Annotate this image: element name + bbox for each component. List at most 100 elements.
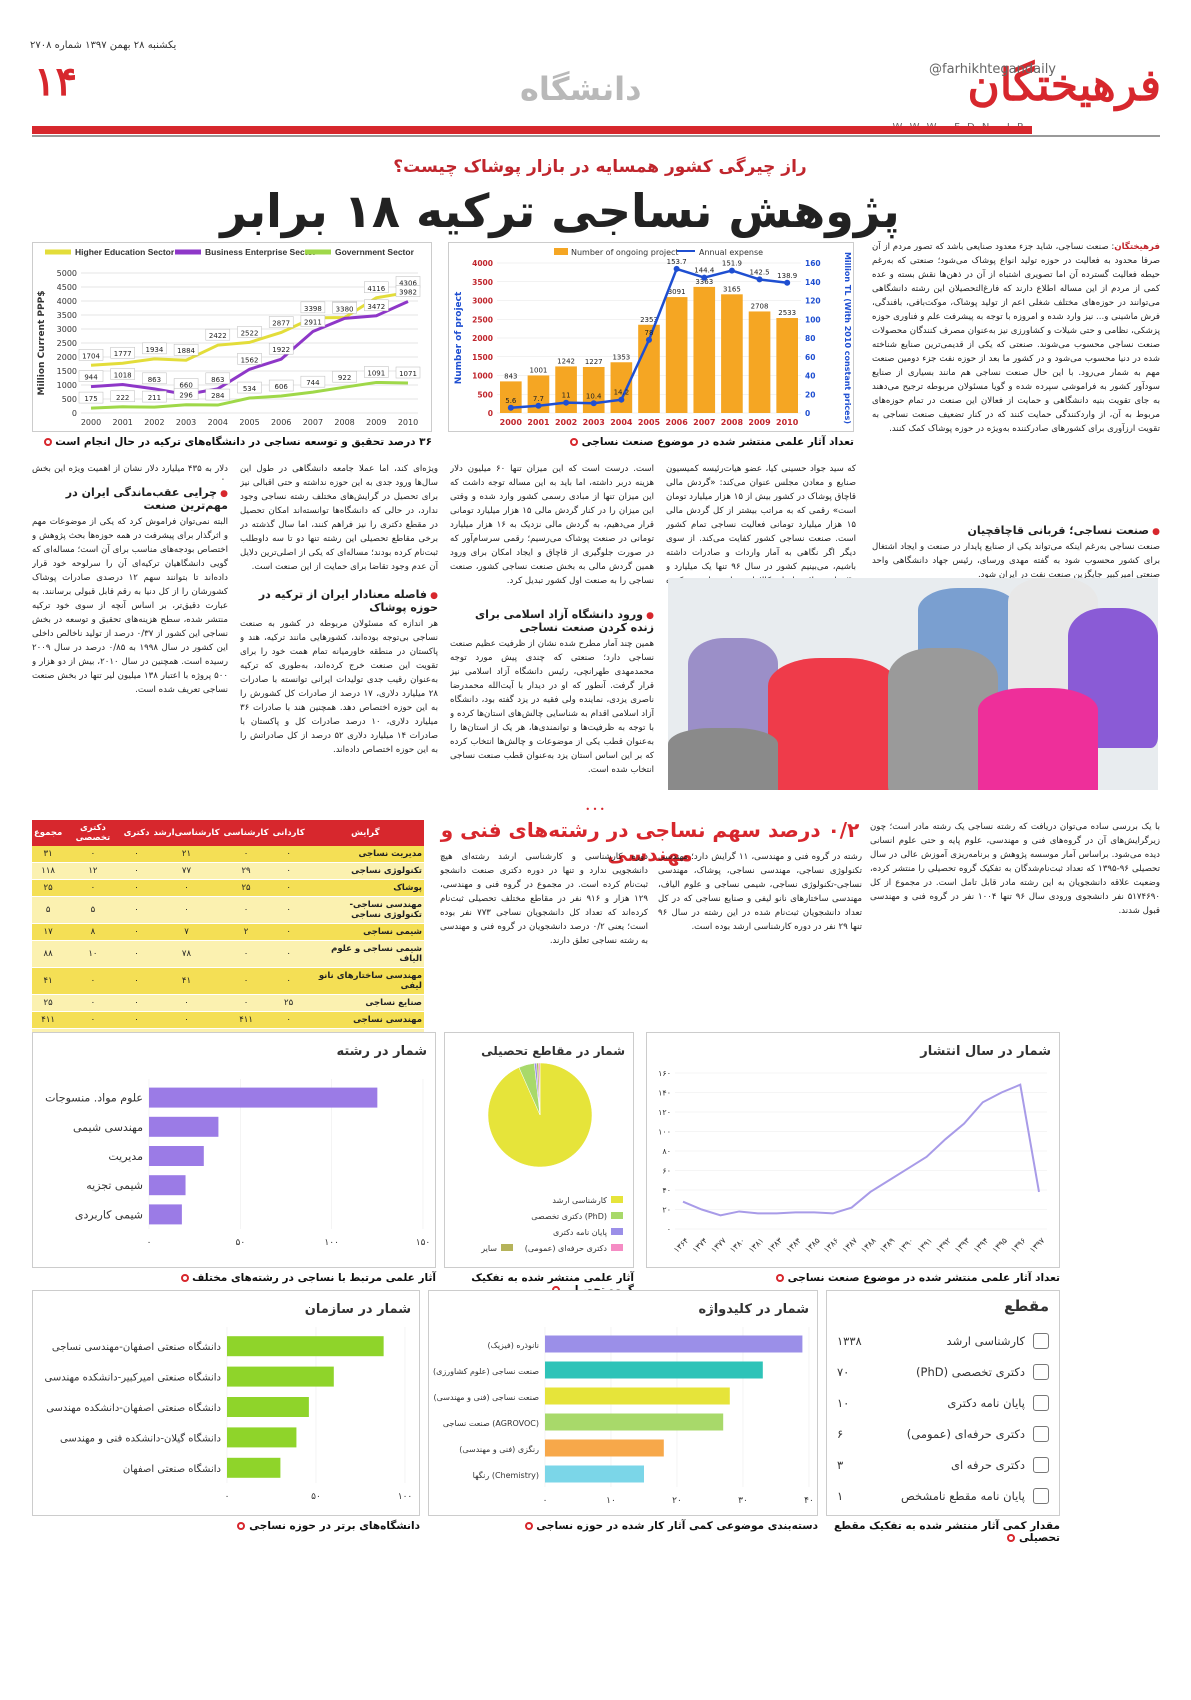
spool-dark [668,728,778,790]
table-row: مهندسی نساجی- تکنولوژی نساجی ۰ ۰ ۰ ۰ ۵ ۵ [32,896,424,924]
table-header-cell: گرایش [306,820,424,846]
table-cell: ۰ [270,879,307,897]
x-tick-label: 2005 [638,418,661,427]
data-label-box [173,388,199,400]
checkbox-icon[interactable] [1033,1425,1049,1442]
bullet-icon [1007,1534,1016,1542]
legend-item[interactable]: دکتری تخصصی (PhD) ۷۰ [837,1356,1049,1387]
y-tick-label: ۸۰ [662,1147,671,1156]
y-tick-label: 500 [62,395,77,404]
paragraph-10: با یک بررسی ساده می‌توان دریافت که رشته … [870,822,1160,916]
bullet-icon [180,1274,189,1282]
paragraph-8: دلار به ۴۳۵ میلیارد دلار نشان از اهمیت و… [32,464,228,480]
table-cell: ۱۲ [64,862,122,880]
data-label: 2422 [209,332,227,340]
expense-point [535,402,542,409]
data-label: 1704 [82,352,100,360]
bar [149,1175,186,1196]
table-row-label: شیمی نساجی [306,923,424,941]
data-label-box [268,342,294,355]
paragraph-2: صنعت نساجی به‌رغم اینکه می‌تواند یکی از … [872,542,1160,580]
x-tick-label: ۱۳۸۵ [803,1236,822,1255]
article-lead-column: فرهیختگان: صنعت نساجی، شاید جزء معدود صن… [872,242,1160,434]
table-cell: ۴۱ [151,967,222,995]
category-label: صنعت نساجی (علوم کشاورزی) [433,1367,539,1376]
table-cell: ۲۹ [221,862,271,880]
subhead-turkey-gap: فاصله معنادار ایران از ترکیه در حوزه پوش… [240,588,438,614]
table-cell: ۰ [270,896,307,924]
legend-box-title: مقطع [1004,1297,1049,1315]
x-tick-label: 2009 [366,418,386,427]
bar [545,1439,664,1457]
table-header-row: گرایش کاردانی کارشناسی کارشناسی‌ارشد دکتری دک… [32,820,424,846]
paragraph-4: است. درست است که این میزان تنها ۶۰ میلیو… [450,464,654,586]
article-column-4: است. درست است که این میزان تنها ۶۰ میلیو… [450,462,654,797]
bar [149,1204,182,1225]
table-cell: ۰ [221,967,271,995]
table-cell: ۰ [121,1011,152,1029]
x-tick-label: 2005 [239,418,259,427]
x-tick-label: ۱۳۹۲ [934,1236,953,1255]
caption-projects-chart: تعداد آثار علمی منتشر شده در موضوع صنعت … [448,436,854,448]
legend-label: پایان نامه دکتری [553,1228,607,1237]
x-tick-label: 2003 [583,418,605,427]
category-label: شیمی کاربردی [75,1208,143,1221]
x-tick-label: ۱۳۹۴ [972,1236,991,1255]
table-cell: ۰ [121,896,152,924]
caption-text: تعداد آثار علمی منتشر شده در موضوع صنعت … [787,1272,1060,1284]
bar-value-label: 2533 [778,309,796,317]
category-label: دانشگاه صنعتی امیرکبیر-دانشکده مهندسی [45,1372,221,1384]
bar-value-label: 843 [504,372,517,380]
category-label: مدیریت [108,1150,143,1163]
table-cell: ۰ [121,967,152,995]
data-label-box [205,388,231,401]
y-tick-label: ۱۲۰ [658,1108,671,1117]
y2-tick-label: 60 [805,353,815,362]
fields-table-grid: گرایش کاردانی کارشناسی کارشناسی‌ارشد دکتری دک… [32,820,424,1090]
legend-label: کارشناسی ارشد [552,1196,607,1205]
data-label-box [300,301,326,314]
table-row-label: شیمی نساجی و علوم الیاف [306,940,424,968]
bar [638,324,660,413]
table-cell: ۴۱۱ [221,1011,271,1029]
subhead-azad-university: ورود دانشگاه آزاد اسلامی برای زنده کردن … [450,608,654,634]
data-label-box [205,372,231,385]
data-label: 211 [148,394,161,402]
y2-tick-label: 40 [805,372,815,381]
legend-item[interactable]: پایان نامه مقطع نامشخص ۱ [837,1480,1049,1511]
x-tick-label: ۵۰ [235,1238,245,1248]
legend-item[interactable]: دکتری حرفه ای ۳ [837,1449,1049,1480]
checkbox-icon[interactable] [1033,1394,1049,1411]
legend-item[interactable]: پایان نامه دکتری ۱۰ [837,1387,1049,1418]
category-label: دانشگاه گیلان-دانشکده فنی و مهندسی [60,1432,221,1444]
checkbox-icon[interactable] [1033,1363,1049,1380]
table-cell: ۰ [64,1011,122,1029]
y-tick-label: 4000 [57,297,77,306]
table-cell: ۰ [64,994,122,1012]
data-label: 660 [179,382,192,390]
table-cell: ۰ [121,879,152,897]
legend-swatch [611,1244,623,1251]
y2-tick-label: 140 [805,278,821,287]
data-label: 222 [116,394,129,402]
legend-item[interactable]: کارشناسی ارشد ۱۳۳۸ [837,1325,1049,1356]
legend-label: دکتری حرفه‌ای (عمومی) [525,1244,608,1253]
table-cell: ۰ [270,940,307,968]
checkbox-icon[interactable] [1033,1332,1049,1349]
x-tick-label: 2001 [113,418,133,427]
bar [545,1387,730,1405]
page-number: ۱۴ [34,58,77,105]
bar [527,375,550,413]
org-bar-svg: شمار در سازمان ۰ ۵۰ ۱۰۰ دانشگاه صنعتی اصفهان… [45,1302,413,1502]
series-line [90,380,409,410]
pie-slice [538,1062,541,1116]
checkbox-icon[interactable] [1033,1456,1049,1473]
legend-item[interactable]: دکتری حرفه‌ای (عمومی) ۶ [837,1418,1049,1449]
bullet-icon [237,1522,246,1530]
table-cell: ۱۱۸ [32,862,65,880]
social-handle: @farhikhtegandaily [929,62,1056,77]
x-tick-label: ۱۳۸۷ [841,1235,860,1254]
data-label: 1091 [367,369,385,377]
checkbox-icon[interactable] [1033,1487,1049,1504]
table-cell: ۰ [270,967,307,995]
